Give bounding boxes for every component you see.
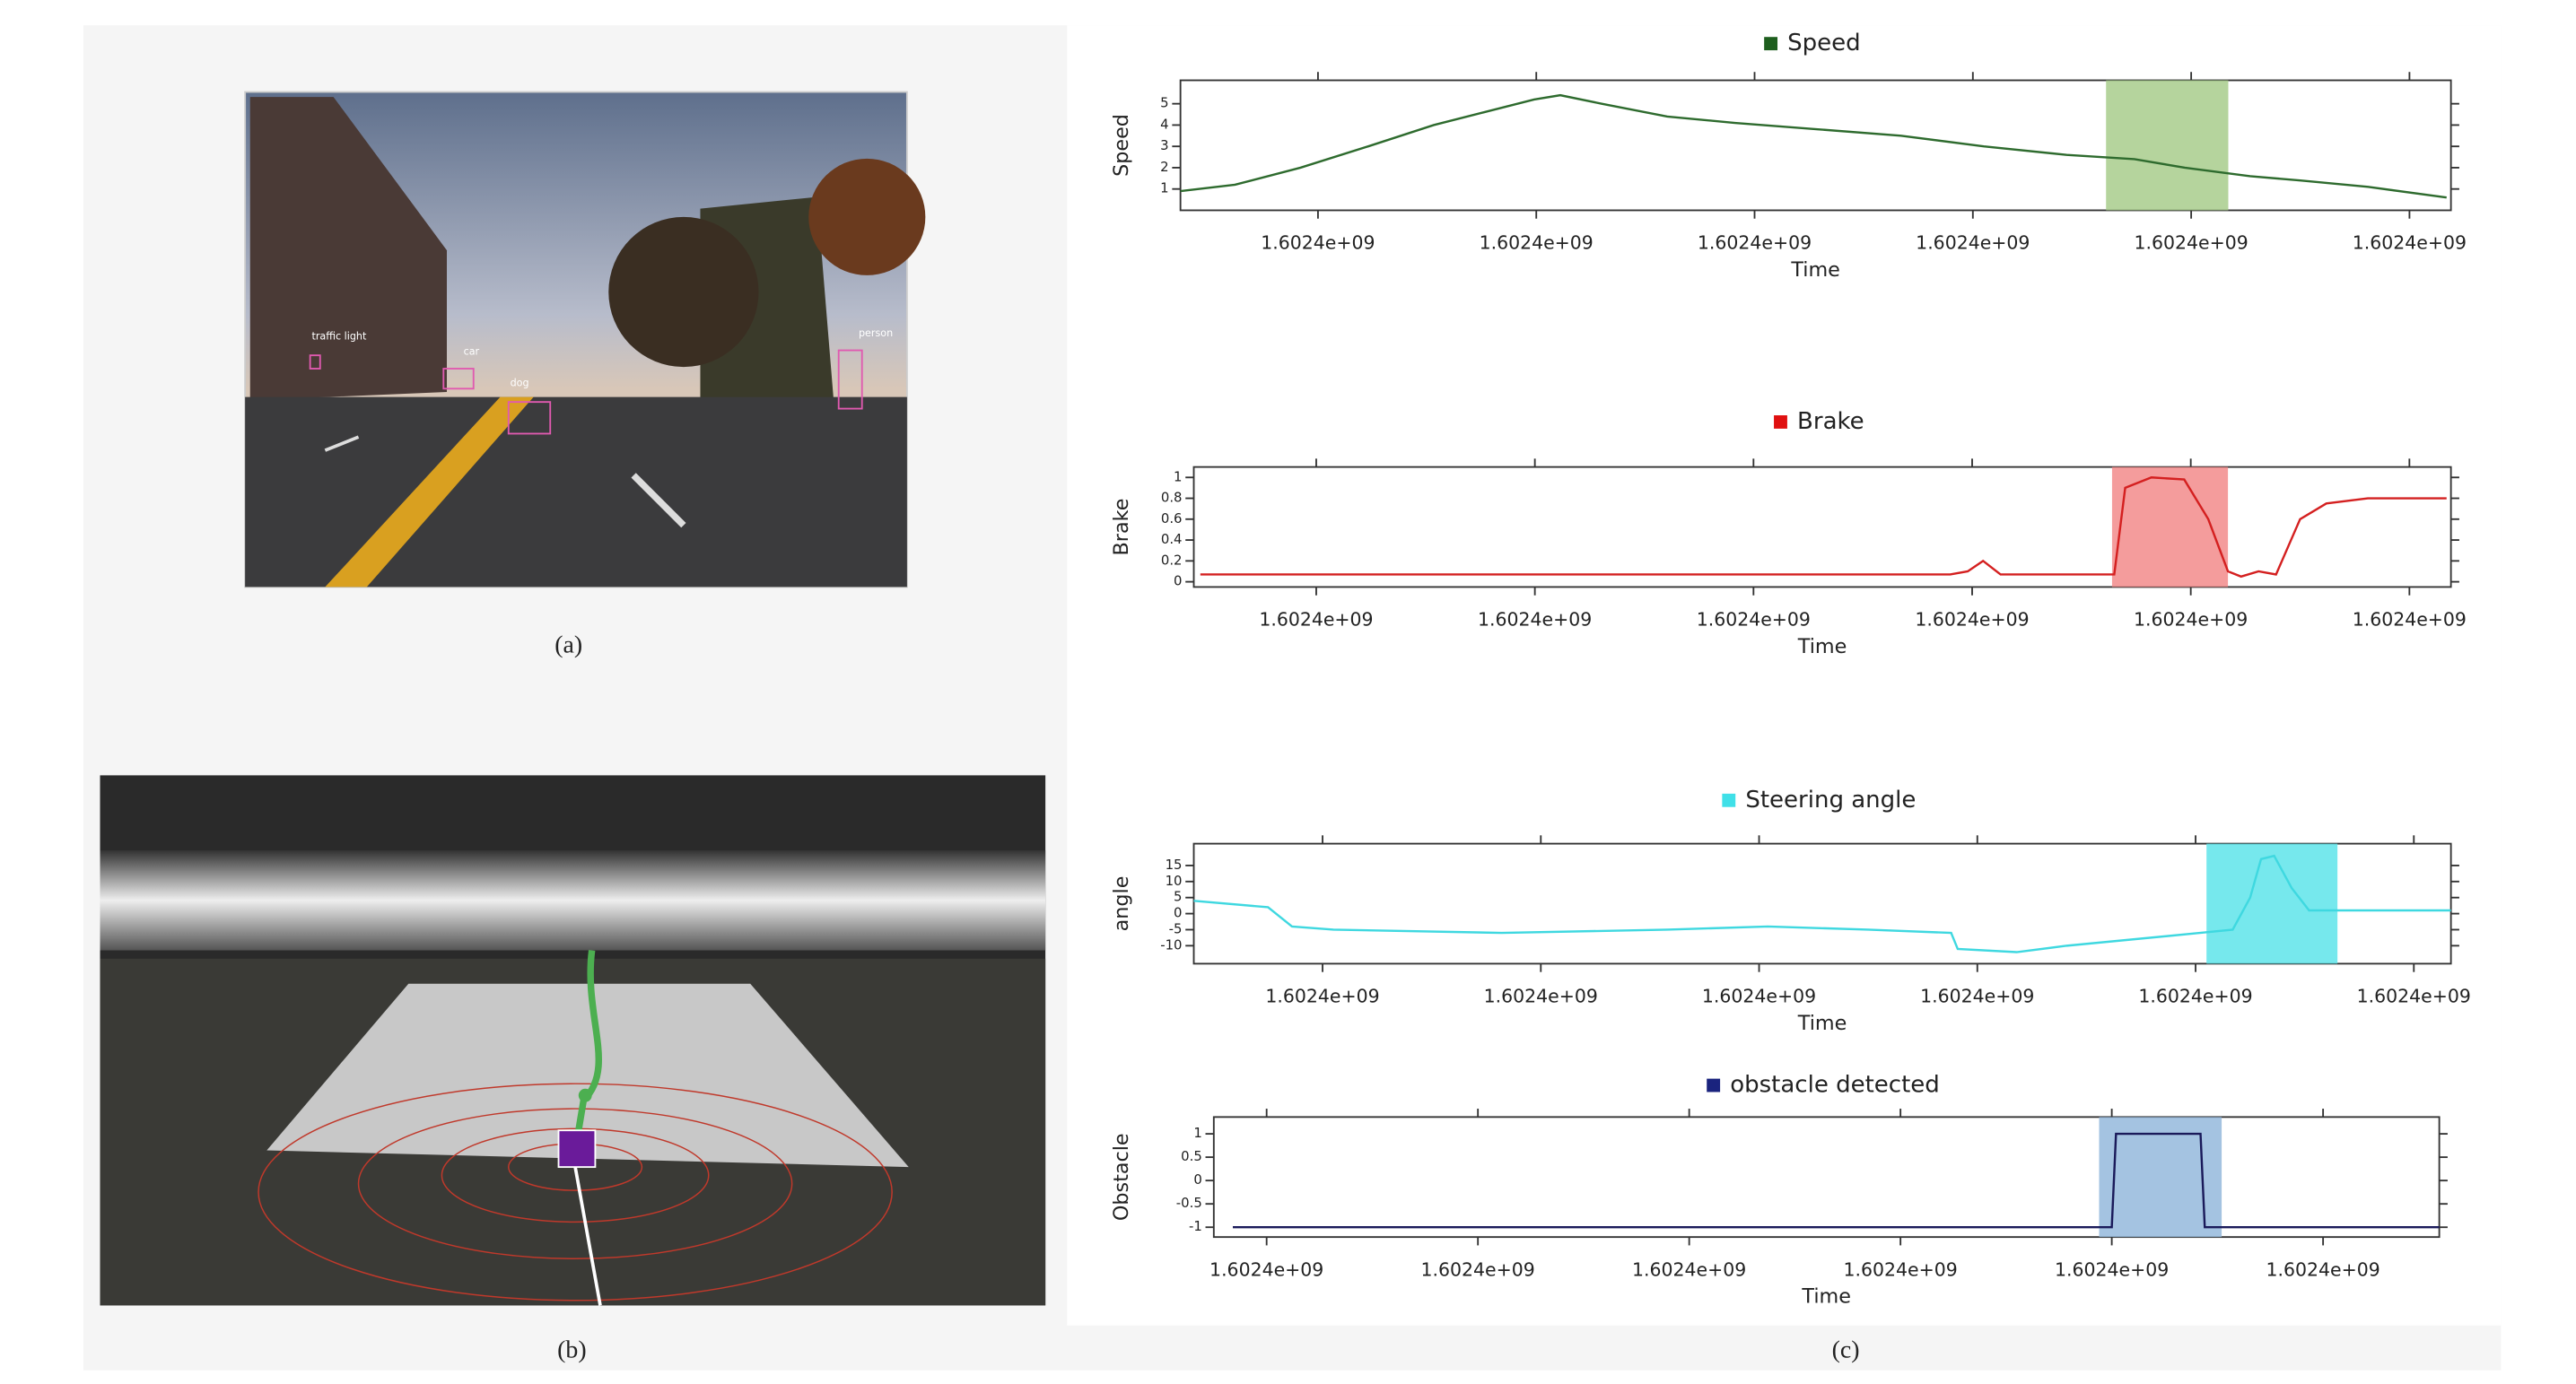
y-tick-label: 1 bbox=[1174, 468, 1182, 484]
y-tick-label: 0.6 bbox=[1161, 510, 1183, 527]
highlight-span bbox=[2106, 80, 2229, 211]
x-tick-label: 1.6024e+09 bbox=[2353, 232, 2467, 254]
x-tick-label: 1.6024e+09 bbox=[2266, 1258, 2380, 1280]
y-tick-label: 5 bbox=[1174, 889, 1182, 905]
y-tick-label: 2 bbox=[1160, 159, 1168, 175]
series-line bbox=[1180, 93, 2447, 199]
y-tick-label: 3 bbox=[1160, 137, 1168, 153]
x-tick-label: 1.6024e+09 bbox=[1259, 609, 1373, 631]
y-tick-label: 1 bbox=[1160, 180, 1168, 196]
camera-image: traffic light car dog person bbox=[244, 91, 926, 588]
x-tick-label: 1.6024e+09 bbox=[1261, 232, 1375, 254]
x-tick-label: 1.6024e+09 bbox=[1916, 232, 2030, 254]
detection-label: person bbox=[859, 327, 893, 339]
x-tick-label: 1.6024e+09 bbox=[1920, 986, 2034, 1007]
x-tick-label: 1.6024e+09 bbox=[2138, 986, 2252, 1007]
x-tick-label: 1.6024e+09 bbox=[2357, 986, 2471, 1007]
detection-label: traffic light bbox=[311, 331, 366, 343]
legend-label: Speed bbox=[1787, 30, 1861, 57]
x-tick-label: 1.6024e+09 bbox=[1484, 986, 1598, 1007]
y-tick-label: 0.8 bbox=[1161, 490, 1183, 506]
series-line bbox=[1200, 476, 2447, 579]
y-tick-label: -10 bbox=[1160, 936, 1182, 953]
x-axis-label: Time bbox=[1797, 635, 1847, 658]
y-tick-label: 0 bbox=[1174, 573, 1182, 589]
x-tick-label: 1.6024e+09 bbox=[1478, 609, 1592, 631]
x-axis-label: Time bbox=[1801, 1285, 1851, 1309]
y-axis-label: Speed bbox=[1110, 114, 1133, 177]
x-tick-label: 1.6024e+09 bbox=[1421, 1258, 1535, 1280]
x-tick-label: 1.6024e+09 bbox=[1915, 609, 2029, 631]
legend-label: obstacle detected bbox=[1730, 1072, 1940, 1099]
x-tick-label: 1.6024e+09 bbox=[2134, 232, 2248, 254]
legend-swatch bbox=[1722, 793, 1736, 807]
series-line bbox=[1193, 854, 2451, 953]
series-line bbox=[1233, 1132, 2440, 1229]
x-tick-label: 1.6024e+09 bbox=[2055, 1258, 2169, 1280]
y-tick-label: 15 bbox=[1166, 857, 1183, 873]
x-tick-label: 1.6024e+09 bbox=[1698, 232, 1812, 254]
plot-area bbox=[1179, 79, 2452, 212]
y-axis-label: Obstacle bbox=[1110, 1133, 1133, 1221]
detection-label: dog bbox=[511, 378, 529, 389]
legend-label: Steering angle bbox=[1745, 787, 1916, 814]
x-tick-label: 1.6024e+09 bbox=[1265, 986, 1379, 1007]
y-tick-label: 4 bbox=[1160, 116, 1168, 132]
highlight-span bbox=[2111, 466, 2229, 588]
x-tick-label: 1.6024e+09 bbox=[1702, 986, 1816, 1007]
plot-area bbox=[1212, 1116, 2441, 1239]
caption: (b) bbox=[557, 1336, 587, 1364]
legend-swatch bbox=[1707, 1078, 1721, 1092]
x-tick-label: 1.6024e+09 bbox=[2134, 609, 2248, 631]
y-tick-label: -0.5 bbox=[1176, 1195, 1202, 1211]
y-tick-label: -1 bbox=[1189, 1218, 1202, 1234]
caption: (a) bbox=[554, 631, 582, 659]
legend-label: Brake bbox=[1797, 408, 1864, 435]
y-tick-label: 0.4 bbox=[1161, 531, 1183, 547]
y-tick-label: 0 bbox=[1174, 905, 1182, 921]
y-axis-label: angle bbox=[1110, 876, 1133, 932]
legend-swatch bbox=[1774, 415, 1787, 429]
x-tick-label: 1.6024e+09 bbox=[1844, 1258, 1958, 1280]
y-tick-label: 0.5 bbox=[1181, 1148, 1202, 1164]
y-tick-label: -5 bbox=[1169, 920, 1183, 936]
chart-panel bbox=[1067, 25, 2502, 1326]
plot-area bbox=[1192, 466, 2452, 588]
y-tick-label: 10 bbox=[1166, 873, 1183, 889]
x-tick-label: 1.6024e+09 bbox=[1632, 1258, 1746, 1280]
y-tick-label: 0 bbox=[1193, 1171, 1201, 1188]
x-tick-label: 1.6024e+09 bbox=[1209, 1258, 1323, 1280]
highlight-span bbox=[2206, 843, 2338, 964]
y-axis-label: Brake bbox=[1110, 499, 1133, 556]
y-tick-label: 0.2 bbox=[1161, 552, 1183, 568]
y-tick-label: 1 bbox=[1193, 1125, 1201, 1141]
y-tick-label: 5 bbox=[1160, 95, 1168, 111]
caption: (c) bbox=[1832, 1336, 1860, 1364]
x-axis-label: Time bbox=[1797, 1012, 1847, 1035]
legend-swatch bbox=[1764, 37, 1778, 51]
detection-label: car bbox=[464, 345, 480, 357]
x-tick-label: 1.6024e+09 bbox=[1697, 609, 1811, 631]
lidar-image bbox=[100, 775, 1046, 1306]
x-tick-label: 1.6024e+09 bbox=[1480, 232, 1594, 254]
x-axis-label: Time bbox=[1790, 258, 1840, 282]
x-tick-label: 1.6024e+09 bbox=[2353, 609, 2467, 631]
